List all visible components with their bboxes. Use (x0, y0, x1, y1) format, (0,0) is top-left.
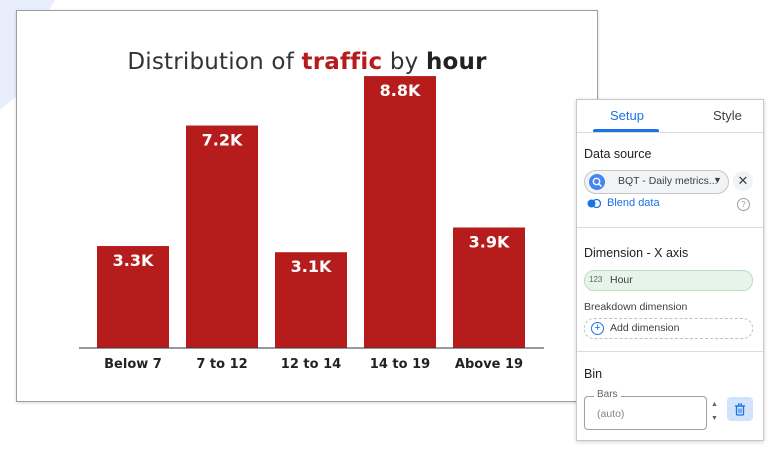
add-dimension-text: Add dimension (610, 322, 680, 334)
data-label-1: 7.2K (202, 131, 243, 150)
data-label-0: 3.3K (113, 251, 154, 270)
x-tick-label-2: 12 to 14 (281, 357, 341, 372)
x-tick-label-0: Below 7 (104, 357, 162, 372)
chevron-down-icon: ▼ (713, 175, 722, 185)
breakdown-dimension-label: Breakdown dimension (584, 301, 688, 313)
active-tab-indicator (593, 129, 659, 132)
bar-2 (275, 252, 347, 348)
properties-panel: Setup Style Data source BQT - Daily metr… (576, 99, 764, 441)
bar-chart: 3.3K Below 7 7.2K 7 to 12 3.1K 12 to 14 8.8K 14… (79, 76, 544, 372)
data-source-selector[interactable]: BQT - Daily metrics... ▼ (584, 170, 729, 194)
data-label-4: 3.9K (469, 232, 510, 251)
add-dimension-button[interactable]: + Add dimension (584, 318, 753, 339)
blend-data-link[interactable]: Blend data (607, 197, 660, 209)
bars-field-value: (auto) (597, 408, 625, 420)
title-part-3: by (382, 49, 426, 75)
chart-title: Distribution of traffic by hour (17, 49, 597, 75)
x-tick-label-1: 7 to 12 (196, 357, 247, 372)
bigquery-icon (589, 174, 605, 190)
bar-4 (453, 227, 525, 348)
add-icon: + (591, 322, 604, 335)
bars-input[interactable]: Bars (auto) (584, 389, 707, 430)
data-source-name: BQT - Daily metrics... (618, 175, 718, 187)
divider (577, 351, 763, 352)
dimension-value: Hour (610, 274, 633, 286)
numeric-type-icon: 123 (589, 275, 603, 284)
dimension-label: Dimension - X axis (584, 246, 689, 260)
panel-tabs: Setup Style (577, 100, 763, 133)
delete-button[interactable] (727, 397, 753, 421)
x-tick-label-4: Above 19 (455, 357, 523, 372)
bars-stepper[interactable]: ▲ ▼ (711, 401, 718, 422)
data-source-label: Data source (584, 147, 652, 161)
data-label-3: 8.8K (380, 81, 421, 100)
bars-field-label: Bars (594, 389, 621, 400)
divider (577, 227, 763, 228)
bar-3 (364, 76, 436, 348)
tab-setup[interactable]: Setup (610, 108, 644, 123)
bar-0 (97, 246, 169, 348)
title-part-traffic: traffic (301, 49, 383, 75)
blend-icon (587, 199, 601, 208)
title-part-1: Distribution of (127, 49, 302, 75)
dimension-chip-hour[interactable]: 123 Hour (584, 270, 753, 291)
x-tick-label-3: 14 to 19 (370, 357, 430, 372)
tab-style[interactable]: Style (713, 108, 742, 123)
close-icon[interactable]: ✕ (733, 171, 753, 191)
data-label-2: 3.1K (291, 257, 332, 276)
chart-card[interactable]: Distribution of traffic by hour 3.3K Belo… (16, 10, 598, 402)
bar-1 (186, 125, 258, 349)
title-part-hour: hour (425, 49, 487, 75)
bin-label: Bin (584, 367, 603, 381)
help-icon[interactable]: ? (737, 198, 750, 211)
trash-icon (735, 403, 745, 416)
